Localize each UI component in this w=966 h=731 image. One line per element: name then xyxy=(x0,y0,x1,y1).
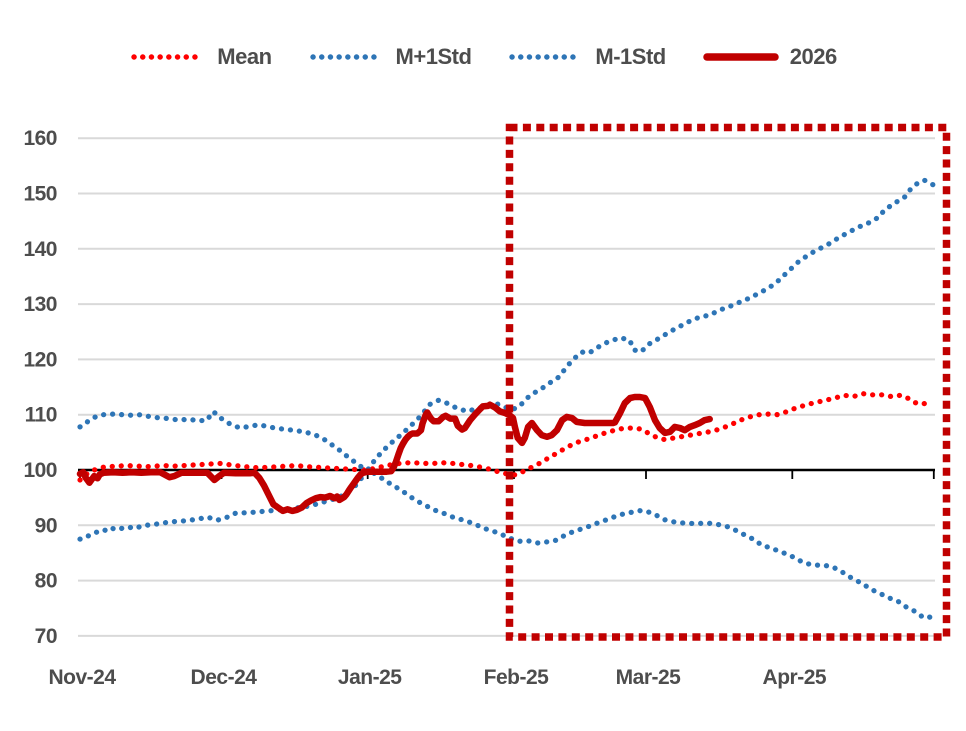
legend-label-mean: Mean xyxy=(217,44,272,69)
y-axis-label-150: 150 xyxy=(23,183,57,206)
y-axis-label-120: 120 xyxy=(23,348,57,371)
x-axis-label-feb-25: Feb-25 xyxy=(484,666,550,689)
y-axis-label-160: 160 xyxy=(23,127,57,150)
legend-marker-m-minus-1std-dotted-icon xyxy=(509,54,584,60)
y-axis-label-80: 80 xyxy=(35,570,57,593)
legend-marker-m-plus-1std-dotted-icon xyxy=(309,54,384,60)
legend-label-m-plus-1std: M+1Std xyxy=(395,44,472,69)
legend-item-m-minus-1std: M-1Std xyxy=(507,44,666,70)
y-axis-label-130: 130 xyxy=(23,293,57,316)
legend-label-m-minus-1std: M-1Std xyxy=(595,44,666,69)
y-axis-label-110: 110 xyxy=(25,404,57,427)
legend-marker-2026-solid-icon xyxy=(702,53,779,61)
y-axis-label-90: 90 xyxy=(35,514,57,537)
chart-legend: Mean M+1Std M-1Std 2026 xyxy=(0,44,966,70)
highlight-box-feb-onward xyxy=(505,123,951,641)
x-axis-label-jan-25: Jan-25 xyxy=(338,666,402,689)
x-axis-label-nov-24: Nov-24 xyxy=(48,666,116,689)
y-axis-label-140: 140 xyxy=(23,238,57,261)
x-axis-label-dec-24: Dec-24 xyxy=(191,666,258,689)
y-axis-label-70: 70 xyxy=(35,625,57,648)
series-line-m-1std xyxy=(77,467,939,621)
legend-label-2026: 2026 xyxy=(789,44,837,69)
legend-item-mean: Mean xyxy=(129,44,272,70)
y-axis-label-100: 100 xyxy=(23,459,57,482)
legend-item-m-plus-1std: M+1Std xyxy=(308,44,472,70)
series-line-mean xyxy=(77,391,932,483)
x-axis-label-mar-25: Mar-25 xyxy=(616,666,682,689)
series-line-2026 xyxy=(76,393,713,515)
x-axis-label-apr-25: Apr-25 xyxy=(763,666,827,689)
legend-item-2026: 2026 xyxy=(702,44,837,70)
legend-marker-mean-dotted-icon xyxy=(131,54,205,60)
